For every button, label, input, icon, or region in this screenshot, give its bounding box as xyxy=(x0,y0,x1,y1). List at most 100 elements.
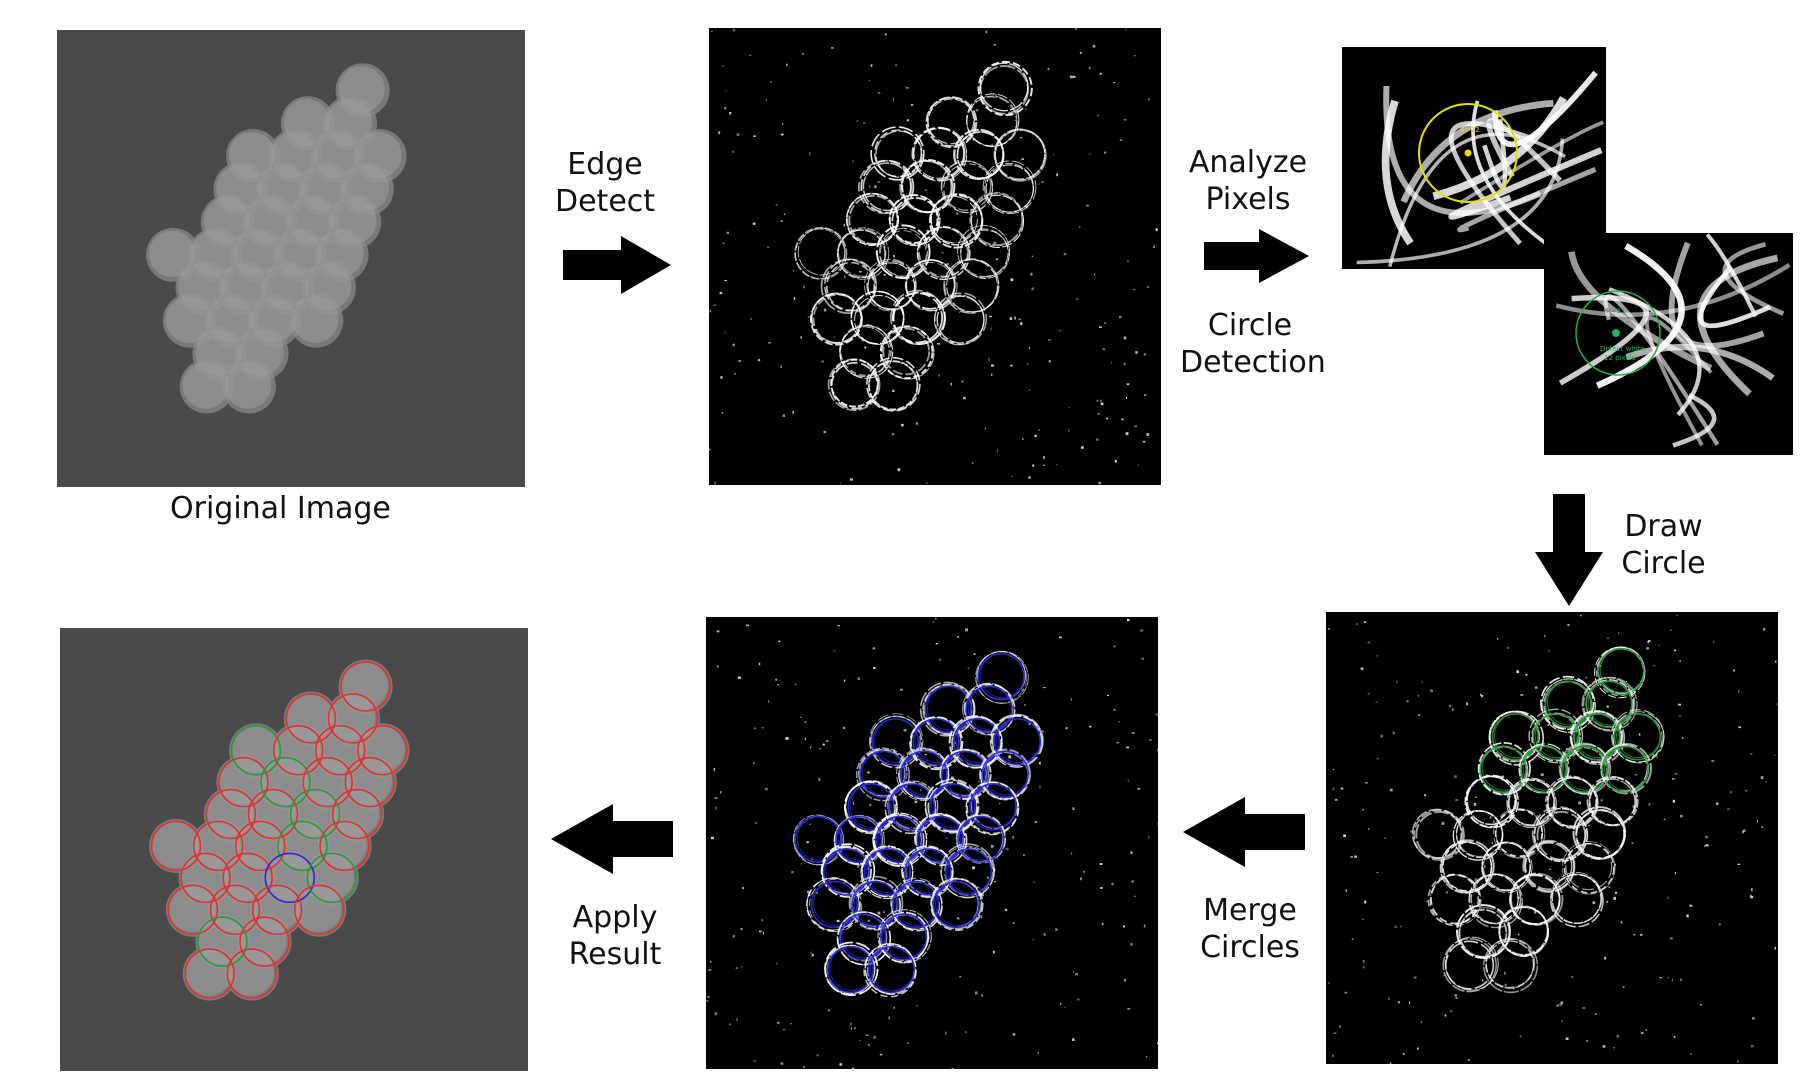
noise-speck xyxy=(1738,726,1742,729)
noise-speck xyxy=(1608,886,1611,889)
result-circle xyxy=(230,725,282,776)
noise-speck xyxy=(752,222,756,225)
noise-speck xyxy=(935,617,937,620)
noise-speck xyxy=(1088,66,1091,70)
noise-speck xyxy=(1040,730,1044,733)
noise-speck xyxy=(1064,1007,1066,1009)
draw-circle-label-line2: Circle xyxy=(1621,546,1706,581)
noise-speck xyxy=(879,1053,883,1056)
noise-speck xyxy=(1362,808,1364,811)
noise-speck xyxy=(1123,362,1126,366)
edge-ring xyxy=(872,812,928,868)
noise-speck xyxy=(877,181,880,183)
noise-speck xyxy=(989,315,992,318)
noise-speck xyxy=(864,346,867,349)
noise-speck xyxy=(1335,798,1338,801)
merge-circles-label-line1: Merge xyxy=(1203,893,1297,928)
noise-speck xyxy=(872,667,876,669)
noise-speck xyxy=(1375,701,1378,703)
edge-ring xyxy=(1498,906,1549,957)
noise-speck xyxy=(990,144,993,147)
edge-ring xyxy=(904,258,956,310)
noise-speck xyxy=(1010,476,1013,478)
noise-speck xyxy=(1055,928,1058,931)
noise-speck xyxy=(1565,1037,1569,1040)
noise-speck xyxy=(1350,856,1353,858)
detected-circle xyxy=(1522,745,1568,791)
noise-speck xyxy=(1600,799,1603,802)
edge-ring xyxy=(879,325,934,380)
noise-speck xyxy=(1133,288,1136,291)
noise-speck xyxy=(853,1027,856,1030)
noise-speck xyxy=(1086,204,1089,207)
noise-speck xyxy=(993,43,996,46)
noise-speck xyxy=(1005,847,1009,851)
noise-speck xyxy=(1663,818,1666,821)
noise-speck xyxy=(1606,900,1608,903)
noise-speck xyxy=(1441,821,1445,825)
noise-speck xyxy=(1761,826,1763,829)
detected-circle xyxy=(878,816,923,861)
noise-speck xyxy=(1479,693,1482,696)
noise-speck xyxy=(1121,418,1124,421)
edge-ring xyxy=(927,98,976,147)
detected-circle xyxy=(1563,745,1608,791)
noise-speck xyxy=(1362,959,1365,963)
noise-speck xyxy=(1137,787,1141,790)
noise-speck xyxy=(1088,153,1091,155)
noise-speck xyxy=(780,1062,784,1065)
noise-speck xyxy=(1705,835,1708,839)
noise-speck xyxy=(938,658,941,661)
noise-speck xyxy=(713,768,715,771)
noise-speck xyxy=(1667,976,1669,979)
noise-speck xyxy=(1143,353,1147,356)
noise-speck xyxy=(1567,623,1570,626)
noise-speck xyxy=(809,823,811,825)
noise-speck xyxy=(1028,723,1031,725)
noise-speck xyxy=(1034,434,1037,438)
noise-speck xyxy=(1039,761,1041,765)
result-circle xyxy=(226,948,278,999)
noise-speck xyxy=(710,836,714,840)
edge-ring xyxy=(1445,940,1495,990)
noise-speck xyxy=(926,833,929,835)
detected-circle xyxy=(918,816,964,861)
noise-speck xyxy=(1763,627,1766,631)
noise-speck xyxy=(1473,802,1477,806)
noise-speck xyxy=(883,911,885,913)
noise-speck xyxy=(1008,755,1012,759)
circle-detection-label-line2: Detection xyxy=(1180,345,1326,380)
edge-ring xyxy=(1510,872,1564,926)
noise-speck xyxy=(900,335,903,338)
noise-speck xyxy=(1155,228,1158,232)
noise-speck xyxy=(1339,1025,1341,1028)
analyze-pixels-label: Analyze Pixels xyxy=(1188,144,1308,218)
noise-speck xyxy=(1774,946,1776,950)
noise-speck xyxy=(1010,278,1014,282)
edge-ring xyxy=(827,358,881,412)
noise-speck xyxy=(780,365,783,368)
edge-ring xyxy=(982,160,1037,215)
noise-speck xyxy=(1750,1044,1754,1048)
noise-speck xyxy=(1080,446,1084,449)
noise-speck xyxy=(753,1060,756,1062)
noise-speck xyxy=(857,677,860,680)
zoomed-edges xyxy=(1356,70,1604,268)
noise-speck xyxy=(1760,776,1764,780)
noise-speck xyxy=(1068,429,1070,432)
edge-ring xyxy=(850,290,905,345)
green-note-line2: 12 pixels xyxy=(1604,354,1636,362)
green-detect-circle xyxy=(1575,290,1661,376)
noise-speck xyxy=(1021,158,1024,161)
noise-speck xyxy=(972,866,976,870)
edge-ring xyxy=(878,227,929,277)
noise-speck xyxy=(1667,896,1669,899)
edge-stroke xyxy=(1448,147,1603,220)
noise-speck xyxy=(1142,440,1146,443)
result-circle xyxy=(315,725,366,776)
noise-speck xyxy=(1602,1045,1606,1048)
noise-speck xyxy=(926,482,928,485)
edge-ring xyxy=(1478,745,1529,796)
detected-circle xyxy=(906,848,952,894)
noise-speck xyxy=(1646,647,1650,650)
